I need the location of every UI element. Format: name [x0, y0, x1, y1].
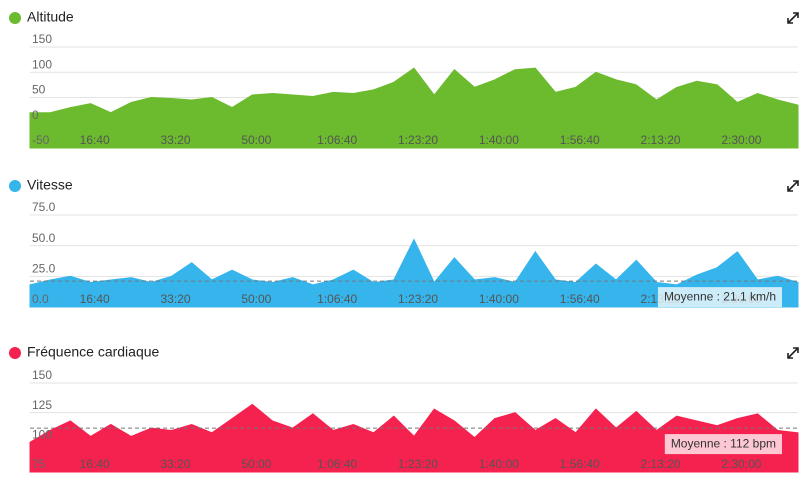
x-tick-label: 33:20	[161, 292, 191, 306]
y-tick-label: 0	[32, 108, 39, 122]
x-tick-label: 1:40:00	[479, 133, 519, 147]
x-tick-label: 33:20	[161, 133, 191, 147]
y-tick-label: 75	[32, 457, 46, 471]
x-tick-label: 1:56:40	[560, 457, 600, 471]
expand-icon[interactable]	[787, 12, 799, 24]
area	[29, 238, 799, 308]
chart-title: Fréquence cardiaque	[27, 344, 160, 360]
x-tick-label: 1:40:00	[479, 292, 519, 306]
x-tick-label: 2:30:00	[721, 457, 761, 471]
legend-dot	[9, 180, 21, 192]
x-tick-label: 2:30:00	[721, 133, 761, 147]
x-tick-label: 1:06:40	[317, 292, 357, 306]
average-label: Moyenne : 112 bpm	[671, 436, 776, 450]
x-tick-label: 1:56:40	[560, 292, 600, 306]
average-label: Moyenne : 21.1 km/h	[664, 289, 776, 303]
x-tick-label: 1:23:20	[398, 133, 438, 147]
y-tick-label: 100	[32, 57, 52, 71]
x-tick-label: 50:00	[241, 457, 271, 471]
y-tick-label: 25.0	[32, 262, 56, 276]
y-tick-label: 50	[32, 83, 46, 97]
x-tick-label: 1:23:20	[398, 292, 438, 306]
x-tick-label: 1:23:20	[398, 457, 438, 471]
x-tick-label: 2:13:20	[641, 457, 681, 471]
y-tick-label: 75.0	[32, 200, 56, 214]
area	[29, 403, 799, 473]
average-label-bg	[664, 434, 782, 455]
chart-title: Altitude	[27, 9, 74, 25]
x-tick-label: 16:40	[80, 457, 110, 471]
y-tick-label: -50	[32, 133, 50, 147]
average-label-bg	[657, 287, 782, 308]
x-tick-label: 33:20	[161, 457, 191, 471]
y-tick-label: 125	[32, 398, 52, 412]
y-tick-label: 100	[32, 428, 52, 442]
x-tick-label: 2:13:20	[641, 133, 681, 147]
x-tick-label: 1:56:40	[560, 133, 600, 147]
y-tick-label: 50.0	[32, 231, 56, 245]
expand-icon[interactable]	[787, 347, 799, 359]
x-tick-label: 16:40	[80, 133, 110, 147]
x-tick-label: 50:00	[241, 292, 271, 306]
x-tick-label: 1:06:40	[317, 133, 357, 147]
x-tick-label: 50:00	[241, 133, 271, 147]
y-tick-label: 150	[32, 368, 52, 382]
chart-title: Vitesse	[27, 177, 73, 193]
x-tick-label: 1:40:00	[479, 457, 519, 471]
x-tick-label: 1:06:40	[317, 457, 357, 471]
y-tick-label: 0.0	[32, 292, 49, 306]
y-tick-label: 150	[32, 32, 52, 46]
legend-dot	[9, 347, 21, 359]
x-tick-label: 16:40	[80, 292, 110, 306]
legend-dot	[9, 12, 21, 24]
area	[29, 67, 799, 149]
expand-icon[interactable]	[787, 180, 799, 192]
